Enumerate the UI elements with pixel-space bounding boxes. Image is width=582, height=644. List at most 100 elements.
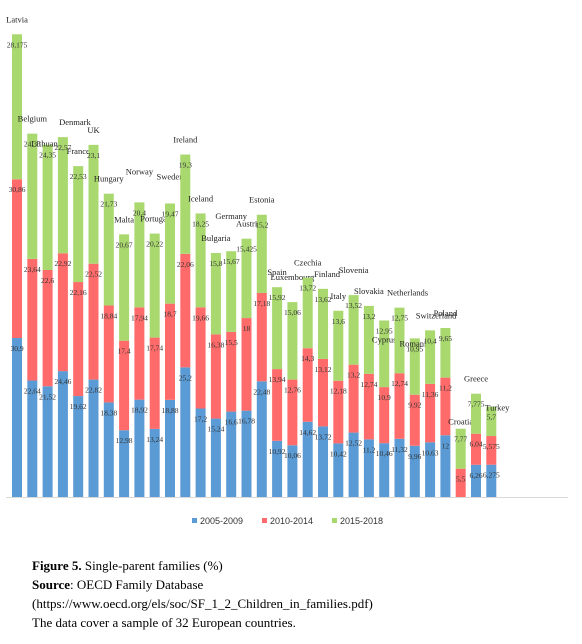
data-label-2005-2009-germany: 16,6 — [225, 418, 238, 427]
category-label-finland: Finland — [314, 269, 341, 279]
data-label-2010-2014-lithuania: 22,6 — [41, 276, 54, 285]
bar-segment-2010-2014-austria — [241, 318, 252, 411]
data-label-2005-2009-romania: 9,96 — [408, 452, 421, 461]
category-label-turkey: Turkey — [485, 403, 510, 413]
source-text: : OECD Family Database — [70, 577, 204, 592]
data-label-2015-2018-spain: 15,92 — [269, 293, 286, 302]
bar-segment-2005-2009-denmark — [57, 371, 68, 497]
category-label-slovenia: Slovenia — [339, 265, 369, 275]
category-label-denmark: Denmark — [59, 117, 91, 127]
data-label-2005-2009-finland: 13,72 — [315, 432, 332, 441]
bar-segment-2015-2018-turkey — [486, 406, 497, 437]
data-label-2015-2018-slovenia: 13,52 — [345, 301, 362, 310]
bar-segment-2005-2009-switzerland — [425, 442, 436, 497]
bar-group-austria: 16,78 18 15,425 Austria — [236, 219, 261, 497]
data-label-2010-2014-cyprus: 10,9 — [378, 393, 391, 402]
bar-segment-2015-2018-portugal — [149, 233, 160, 338]
data-label-2010-2014-germany: 15,5 — [225, 338, 238, 347]
bar-segment-2005-2009-spain — [272, 440, 283, 497]
data-label-2015-2018-netherlands: 12,75 — [391, 314, 408, 323]
data-label-2015-2018-luxembourg: 15,06 — [284, 308, 301, 317]
bar-group-sweden: 18,88 18,7 19,47 Sweden — [157, 171, 184, 497]
bar-group-slovakia: 11,2 12,74 13,2 Slovakia — [354, 286, 384, 497]
bar-segment-2010-2014-germany — [226, 331, 237, 412]
data-label-2010-2014-belgium: 23,64 — [24, 265, 41, 274]
category-label-switzerland: Switzerland — [416, 310, 457, 320]
data-label-2015-2018-turkey: 5,7 — [487, 413, 497, 422]
bar-segment-2010-2014-cyprus — [379, 387, 390, 444]
legend-label-2015-2018: 2015-2018 — [340, 516, 383, 526]
data-label-2010-2014-croatia: 5,5 — [456, 475, 466, 484]
data-label-2010-2014-turkey: 5,575 — [483, 442, 500, 451]
bar-segment-2010-2014-romania — [409, 394, 420, 446]
bar-segment-2015-2018-iceland — [195, 213, 206, 308]
figure-text: Single-parent families (%) — [81, 558, 223, 573]
bar-segment-2010-2014-czechia — [302, 348, 313, 422]
bar-group-italy: 10,42 12,18 13,6 Italy — [330, 291, 347, 497]
bar-segment-2005-2009-germany — [226, 411, 237, 497]
data-label-2010-2014-bulgaria: 16,38 — [207, 340, 224, 349]
data-label-2005-2009-lithuania: 21,52 — [39, 392, 56, 401]
bar-group-denmark: 24,46 22,92 22,57 Denmark — [54, 117, 91, 497]
figure-label: Figure 5. — [32, 558, 82, 573]
data-label-2005-2009-portugal: 13,24 — [146, 435, 163, 444]
bar-segment-2015-2018-austria — [241, 238, 252, 319]
bar-segment-2015-2018-belgium — [27, 133, 38, 259]
bar-segment-2015-2018-italy — [333, 310, 344, 381]
category-label-croatia: Croatia — [448, 417, 473, 427]
data-label-2010-2014-portugal: 17,74 — [146, 344, 163, 353]
data-label-2015-2018-finland: 13,62 — [315, 295, 332, 304]
bar-group-croatia: 5,5 7,77 Croatia — [448, 417, 473, 497]
bar-group-belgium: 22,64 23,64 24,35 Belgium — [18, 114, 47, 497]
bar-segment-2015-2018-germany — [226, 251, 237, 332]
data-label-2010-2014-czechia: 14,3 — [301, 354, 314, 363]
data-label-2015-2018-uk: 23,1 — [87, 151, 100, 160]
data-label-2005-2009-slovakia: 11,2 — [362, 445, 375, 454]
data-label-2015-2018-denmark: 22,57 — [54, 143, 71, 152]
bar-segment-2010-2014-sweden — [165, 303, 175, 400]
category-label-uk: UK — [87, 125, 100, 135]
data-label-2005-2009-iceland: 17,2 — [194, 415, 207, 424]
data-label-2010-2014-finland: 13,12 — [315, 365, 332, 374]
data-label-2010-2014-hungary: 18,84 — [100, 312, 117, 321]
category-label-malta: Malta — [114, 214, 134, 224]
data-label-2005-2009-turkey: 6,275 — [483, 471, 500, 480]
legend-swatch-2005-2009 — [192, 518, 197, 523]
bar-segment-2010-2014-switzerland — [425, 383, 436, 443]
data-label-2015-2018-poland: 9,65 — [439, 334, 452, 343]
data-label-2005-2009-czechia: 14,62 — [299, 428, 316, 437]
data-label-2005-2009-sweden: 18,88 — [162, 406, 179, 415]
bar-segment-2010-2014-greece — [471, 433, 481, 465]
data-label-2015-2018-czechia: 13,72 — [299, 284, 316, 293]
data-label-2010-2014-italy: 12,18 — [330, 387, 347, 396]
bar-segment-2015-2018-denmark — [57, 137, 68, 254]
legend: 2005-2009 2010-2014 2015-2018 — [192, 516, 383, 526]
data-label-2010-2014-austria: 18 — [243, 324, 251, 333]
bar-segment-2010-2014-slovakia — [363, 373, 374, 440]
bar-segment-2010-2014-ireland — [180, 253, 191, 368]
bar-segment-2005-2009-france — [73, 396, 84, 497]
data-label-2015-2018-austria: 15,425 — [236, 245, 257, 254]
bar-segment-2010-2014-estonia — [256, 292, 267, 382]
data-label-2015-2018-bulgaria: 15,8 — [209, 259, 222, 268]
bar-segment-2015-2018-luxembourg — [287, 302, 298, 380]
legend-swatch-2010-2014 — [262, 518, 267, 523]
bar-segment-2005-2009-ireland — [180, 367, 191, 497]
bar-group-slovenia: 12,52 13,2 13,52 Slovenia — [339, 265, 369, 497]
category-label-luxembourg: Luxembourg — [271, 272, 316, 282]
data-label-2005-2009-norway: 18,92 — [131, 406, 148, 415]
category-label-latvia: Latvia — [6, 14, 28, 24]
bar-segment-2015-2018-czechia — [302, 277, 313, 349]
category-label-romania: Romania — [399, 338, 430, 348]
bar-segment-2005-2009-sweden — [165, 399, 175, 497]
bar-group-portugal: 13,24 17,74 20,22 Portugal — [140, 214, 170, 497]
bar-segment-2010-2014-iceland — [195, 307, 206, 409]
category-label-iceland: Iceland — [188, 193, 214, 203]
data-label-2010-2014-slovakia: 12,74 — [360, 380, 377, 389]
bar-segment-2005-2009-poland — [440, 435, 451, 497]
data-label-2005-2009-spain: 10,92 — [269, 447, 286, 456]
source-url[interactable]: (https://www.oecd.org/els/soc/SF_1_2_Chi… — [32, 596, 373, 611]
category-label-italy: Italy — [331, 291, 347, 301]
category-label-austria: Austria — [236, 219, 261, 229]
